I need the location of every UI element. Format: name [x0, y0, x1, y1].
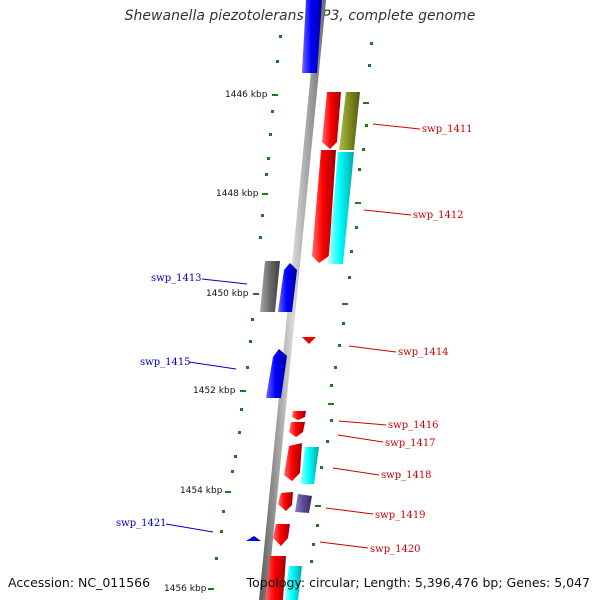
- kbp-label-1446: 1446 kbp: [225, 90, 268, 100]
- gene-label-swp_1421[interactable]: swp_1421: [116, 518, 167, 529]
- cds-feature-swp_1418[interactable]: [284, 443, 302, 481]
- cds-feature-swp_1421[interactable]: [246, 536, 261, 541]
- gene-label-swp_1414[interactable]: swp_1414: [398, 347, 449, 358]
- cds-feature-swp_1414[interactable]: [302, 337, 316, 344]
- cds-feature-cyan-bottom[interactable]: [284, 566, 302, 600]
- outer-tick-dots: [208, 35, 282, 590]
- cds-feature-cyan-1418[interactable]: [300, 447, 319, 484]
- gene-label-swp_1418[interactable]: swp_1418: [381, 470, 432, 481]
- kbp-label-1452: 1452 kbp: [193, 386, 236, 396]
- cds-feature-slate-1419[interactable]: [295, 494, 312, 513]
- gene-label-swp_1411[interactable]: swp_1411: [422, 124, 473, 135]
- cds-feature-swp_1415[interactable]: [266, 349, 287, 398]
- cds-feature-cyan-1412[interactable]: [328, 152, 354, 264]
- cds-feature-swp_1417[interactable]: [289, 422, 305, 437]
- cds-feature-swp_1412[interactable]: [312, 150, 336, 263]
- gene-label-swp_1416[interactable]: swp_1416: [388, 420, 439, 431]
- cds-feature-blue-1413[interactable]: [278, 263, 297, 312]
- cds-feature-swp_1413[interactable]: [260, 261, 280, 312]
- cds-feature-swp_1420[interactable]: [273, 524, 290, 546]
- gene-labels: swp_1411 swp_1412 swp_1413 swp_1414 swp_…: [116, 124, 473, 555]
- kbp-label-1456: 1456 kbp: [164, 584, 207, 594]
- kbp-label-1448: 1448 kbp: [216, 189, 259, 199]
- map-title: Shewanella piezotolerans WP3, complete g…: [124, 8, 476, 24]
- label-leader-lines: [165, 123, 421, 549]
- gene-features: [246, 0, 360, 600]
- cds-feature-swp_1419[interactable]: [278, 492, 293, 511]
- gene-label-swp_1415[interactable]: swp_1415: [140, 357, 191, 368]
- cds-feature-red-bottom[interactable]: [265, 556, 286, 600]
- cds-feature-swp_1411[interactable]: [322, 92, 341, 149]
- gene-label-swp_1420[interactable]: swp_1420: [370, 544, 421, 555]
- cds-feature-swp_1416[interactable]: [292, 411, 306, 420]
- gene-label-swp_1417[interactable]: swp_1417: [385, 438, 436, 449]
- cds-feature-olive[interactable]: [339, 92, 360, 150]
- kbp-label-1450: 1450 kbp: [206, 289, 249, 299]
- gene-label-swp_1413[interactable]: swp_1413: [151, 273, 202, 284]
- inner-tick-dots: [310, 42, 373, 563]
- cds-feature-blue-top[interactable]: [302, 0, 322, 73]
- gene-label-swp_1419[interactable]: swp_1419: [375, 510, 426, 521]
- kbp-label-1454: 1454 kbp: [180, 486, 223, 496]
- accession-text: Accession: NC_011566: [8, 575, 151, 590]
- gene-label-swp_1412[interactable]: swp_1412: [413, 210, 464, 221]
- genome-summary-text: Topology: circular; Length: 5,396,476 bp…: [246, 575, 590, 590]
